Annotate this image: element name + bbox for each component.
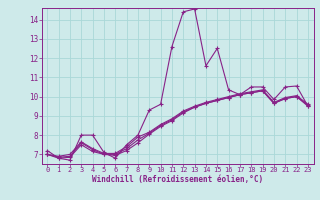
X-axis label: Windchill (Refroidissement éolien,°C): Windchill (Refroidissement éolien,°C) — [92, 175, 263, 184]
